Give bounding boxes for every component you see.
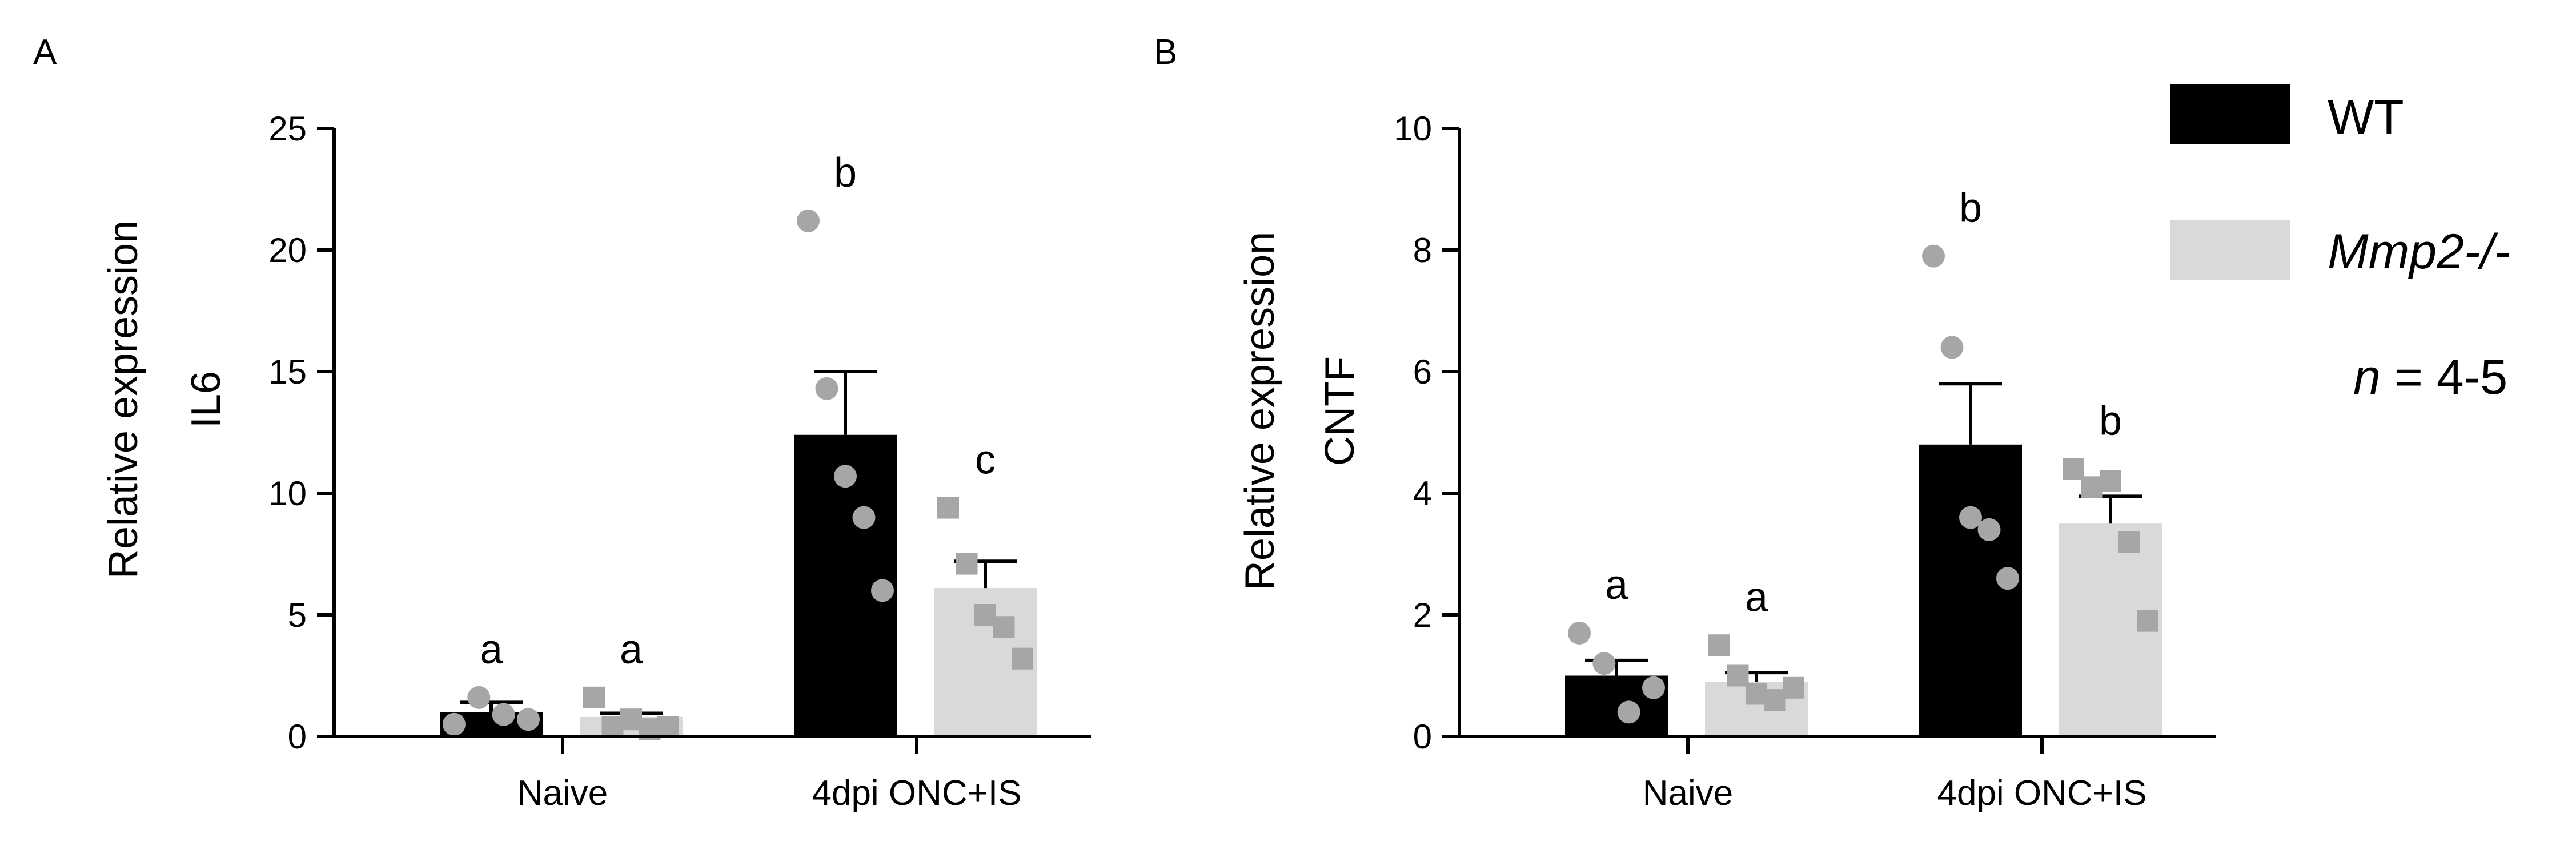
legend: WT Mmp2-/- n = 4-5 — [2170, 84, 2510, 405]
y-axis-title-b-line1: Relative expression — [1237, 232, 1283, 590]
data-point — [852, 506, 876, 529]
significance-letter: a — [480, 627, 503, 672]
panel-label-b: B — [1154, 33, 1177, 72]
data-point — [1727, 664, 1749, 687]
x-category-label: Naive — [1643, 774, 1734, 813]
panel-b: B Relative expression CNTF a b a b 0 2 4 6 8 10 Na… — [1154, 33, 2216, 813]
y-tick-label: 0 — [1413, 718, 1432, 756]
x-category-label: Naive — [517, 774, 608, 813]
data-point — [1764, 689, 1786, 711]
data-point — [834, 465, 857, 488]
data-point — [871, 579, 894, 602]
panel-label-a: A — [33, 33, 57, 72]
data-point — [993, 616, 1015, 638]
significance-letter: a — [1605, 562, 1628, 608]
legend-n-label: n = 4-5 — [2353, 350, 2507, 405]
data-point — [492, 703, 515, 726]
significance-letter: a — [1745, 574, 1768, 620]
data-point — [1642, 676, 1665, 699]
data-point — [1940, 336, 1964, 359]
data-point — [1617, 700, 1640, 724]
data-point — [974, 604, 996, 626]
data-point — [467, 686, 491, 709]
data-point — [2118, 531, 2140, 553]
y-tick-label: 0 — [288, 718, 307, 756]
legend-n-italic: n — [2353, 350, 2381, 405]
y-tick-label: 15 — [268, 353, 307, 391]
data-point — [2100, 470, 2121, 492]
y-tick-label: 10 — [268, 474, 307, 513]
y-axis-title-a-line2: IL6 — [183, 371, 229, 428]
data-point — [583, 686, 605, 708]
data-point — [1592, 652, 1616, 675]
legend-label-wt: WT — [2328, 90, 2404, 145]
bar-WT-4dpi ONC+IS — [1919, 444, 2022, 736]
significance-letter: b — [834, 150, 857, 196]
data-point — [1783, 676, 1804, 699]
data-point — [1708, 634, 1730, 656]
significance-letter: c — [975, 437, 996, 483]
data-point — [1996, 567, 2019, 590]
y-tick-label: 4 — [1413, 474, 1432, 513]
data-point — [1959, 506, 1982, 529]
significance-letter: b — [2099, 398, 2122, 444]
legend-swatch-mmp2 — [2170, 220, 2290, 280]
data-point — [1012, 647, 1033, 670]
significance-letter: a — [620, 627, 643, 672]
significance-letter: b — [1959, 186, 1982, 231]
y-tick-label: 10 — [1394, 110, 1432, 148]
x-category-label: 4dpi ONC+IS — [1937, 774, 2146, 813]
data-point — [815, 377, 838, 400]
data-point — [1746, 683, 1767, 705]
data-point — [517, 708, 540, 731]
legend-label-mmp2: Mmp2-/- — [2328, 224, 2510, 279]
data-point — [1977, 518, 2001, 541]
legend-n-rest: = 4-5 — [2381, 350, 2507, 405]
y-tick-label: 20 — [268, 231, 307, 269]
y-tick-label: 5 — [288, 596, 307, 634]
data-point — [601, 715, 624, 738]
data-point — [956, 553, 978, 575]
y-tick-label: 2 — [1413, 596, 1432, 634]
data-point — [2137, 610, 2158, 632]
panel-a: A Relative expression IL6 a b a c 0 5 10 15 20 25… — [33, 33, 1091, 813]
data-point — [657, 715, 679, 738]
data-point — [2063, 458, 2084, 480]
data-point — [1922, 244, 1945, 268]
y-tick-label: 6 — [1413, 353, 1432, 391]
data-point — [620, 708, 642, 731]
data-point — [797, 209, 820, 232]
y-axis-title-b-line2: CNTF — [1317, 356, 1363, 466]
data-point — [937, 497, 959, 519]
data-point — [443, 712, 466, 736]
x-category-label: 4dpi ONC+IS — [812, 774, 1021, 813]
y-tick-label: 8 — [1413, 231, 1432, 269]
legend-swatch-wt — [2170, 84, 2290, 144]
data-point — [1568, 621, 1591, 645]
y-tick-label: 25 — [268, 110, 307, 148]
y-axis-title-a-line1: Relative expression — [101, 220, 146, 579]
data-point — [2081, 476, 2103, 498]
